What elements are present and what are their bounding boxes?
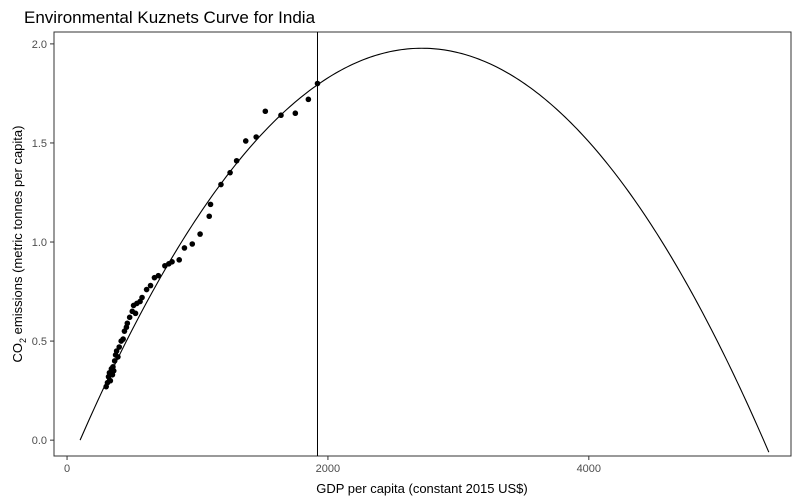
data-point: [314, 80, 321, 87]
x-tick-label: 4000: [577, 463, 601, 475]
data-point: [155, 272, 162, 279]
y-axis-title-pre: CO: [10, 343, 25, 363]
data-points: [103, 80, 321, 390]
data-point: [227, 169, 233, 176]
data-point: [111, 358, 118, 364]
y-tick-label: 0.5: [32, 336, 47, 348]
data-point: [124, 320, 131, 327]
y-tick-label: 1.5: [32, 138, 47, 150]
x-tick-label: 0: [64, 463, 70, 475]
y-axis: 0.0 0.5 1.0 1.5 2.0: [32, 39, 54, 447]
x-axis: 0 2000 4000: [64, 456, 601, 475]
data-point: [262, 108, 269, 115]
plot-panel-border: [53, 31, 792, 457]
data-point: [176, 257, 183, 263]
y-tick-label: 0.0: [32, 435, 47, 447]
y-tick-label: 1.0: [32, 237, 47, 249]
data-point: [189, 241, 196, 247]
data-point: [147, 282, 154, 289]
data-point: [181, 245, 188, 251]
data-point: [110, 368, 117, 374]
data-point: [116, 344, 123, 350]
data-point: [126, 314, 133, 321]
fitted-curve-layer: [79, 47, 770, 453]
data-point: [169, 259, 175, 265]
y-axis-title-post: emissions (metric tonnes per capita): [10, 126, 25, 338]
data-point: [143, 286, 150, 293]
data-point: [218, 181, 224, 188]
data-point: [132, 310, 139, 317]
y-axis-title-sub: 2: [18, 338, 28, 343]
data-point: [115, 354, 121, 360]
data-point: [206, 213, 213, 220]
data-point: [292, 110, 299, 117]
data-point: [242, 138, 249, 144]
y-tick-label: 2.0: [32, 39, 47, 51]
data-point: [139, 294, 145, 301]
x-tick-label: 2000: [316, 463, 340, 475]
data-point: [233, 157, 240, 164]
data-point: [253, 134, 259, 140]
y-axis-title: CO2 emissions (metric tonnes per capita): [10, 126, 28, 363]
data-point: [197, 231, 203, 237]
data-point: [207, 201, 214, 208]
data-point: [278, 112, 284, 119]
fitted-curve: [79, 47, 770, 453]
x-axis-title: GDP per capita (constant 2015 US$): [316, 481, 528, 496]
data-point: [107, 377, 114, 384]
data-point: [120, 336, 126, 342]
chart-title: Environmental Kuznets Curve for India: [24, 8, 316, 27]
data-point: [305, 96, 312, 103]
data-point: [113, 348, 120, 354]
